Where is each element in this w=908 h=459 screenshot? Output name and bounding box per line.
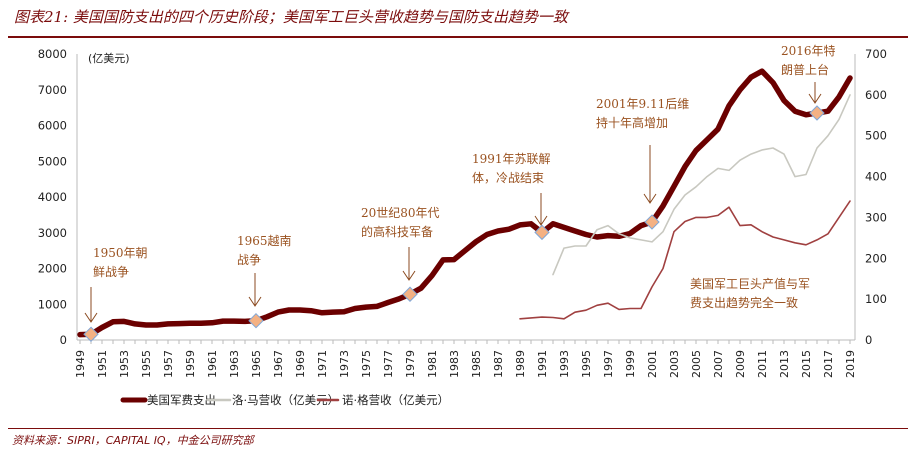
event-marker <box>248 312 264 329</box>
right-tick-label: 300 <box>865 210 887 224</box>
event-marker <box>644 214 660 230</box>
annotation-text: 鲜战争 <box>93 265 129 279</box>
arrow-head <box>534 215 548 226</box>
x-tick-label: 2011 <box>756 350 769 378</box>
annotation-text: 2001年9.11后维 <box>596 97 689 111</box>
arrow-head <box>643 193 657 204</box>
legend-label: 洛·马营收（亿美元） <box>232 393 339 407</box>
x-tick-label: 1967 <box>272 350 285 378</box>
x-tick-label: 2005 <box>690 350 703 378</box>
legend-label: 诺·格营收（亿美元） <box>342 393 449 407</box>
x-tick-label: 2013 <box>778 350 791 378</box>
x-tick-label: 1993 <box>558 350 571 378</box>
annotation-text: 体，冷战结束 <box>472 171 544 185</box>
x-tick-label: 2009 <box>734 350 747 378</box>
x-tick-label: 1973 <box>338 350 351 378</box>
x-tick-label: 1957 <box>162 350 175 378</box>
series-line-2 <box>552 94 851 276</box>
x-tick-label: 1985 <box>470 350 483 378</box>
x-tick-label: 1979 <box>404 350 417 378</box>
left-tick-label: 7000 <box>38 83 67 97</box>
event-marker <box>534 224 550 241</box>
left-tick-label: 3000 <box>38 226 67 240</box>
x-tick-label: 1969 <box>294 350 307 378</box>
right-tick-label: 0 <box>865 333 872 347</box>
right-tick-label: 600 <box>865 88 887 102</box>
left-tick-label: 5000 <box>38 154 67 168</box>
x-tick-label: 2003 <box>668 350 681 378</box>
x-tick-label: 1953 <box>118 350 131 378</box>
x-tick-label: 1971 <box>316 350 329 378</box>
series-line-1 <box>77 68 853 338</box>
source-note: 资料来源：SIPRI，CAPITAL IQ，中金公司研究部 <box>12 434 254 447</box>
annotation-text: 的高科技军备 <box>361 224 433 239</box>
x-tick-label: 1955 <box>140 350 153 378</box>
right-tick-label: 400 <box>865 170 887 184</box>
right-tick-label: 500 <box>865 129 887 143</box>
legend-label: 美国军费支出 <box>147 393 216 407</box>
annotation-text: 朗普上台 <box>781 62 829 77</box>
x-tick-label: 1983 <box>448 350 461 378</box>
x-tick-label: 1977 <box>382 350 395 378</box>
x-tick-label: 1991 <box>536 350 549 378</box>
right-tick-label: 100 <box>865 292 887 306</box>
annotation-text: 战争 <box>237 253 261 267</box>
annotation-text: 20世纪80年代 <box>361 206 440 220</box>
title-divider <box>8 36 908 38</box>
right-tick-label: 700 <box>865 47 887 61</box>
x-tick-label: 1975 <box>360 350 373 378</box>
x-tick-label: 1961 <box>206 350 219 378</box>
x-tick-label: 2017 <box>822 350 835 378</box>
left-tick-label: 4000 <box>38 190 67 204</box>
event-marker <box>83 326 99 342</box>
arrow-head <box>808 93 822 104</box>
left-tick-label: 0 <box>60 333 67 347</box>
annotation-text: 费支出趋势完全一致 <box>690 295 798 310</box>
x-tick-label: 1965 <box>250 350 263 378</box>
left-tick-label: 8000 <box>38 47 67 61</box>
x-tick-label: 1999 <box>624 350 637 378</box>
x-tick-label: 1963 <box>228 350 241 378</box>
x-tick-label: 1987 <box>492 350 505 378</box>
footer-divider <box>8 428 908 429</box>
x-tick-label: 2015 <box>800 350 813 378</box>
arrow-head <box>84 312 98 323</box>
left-axis-unit: (亿美元) <box>88 52 130 65</box>
x-tick-label: 1951 <box>96 350 109 378</box>
x-tick-label: 1981 <box>426 350 439 378</box>
x-tick-label: 1989 <box>514 350 527 378</box>
left-tick-label: 6000 <box>38 119 67 133</box>
x-tick-label: 2007 <box>712 350 725 378</box>
event-marker <box>402 286 418 302</box>
annotation-text: 1965越南 <box>237 233 292 248</box>
left-tick-label: 2000 <box>38 262 67 276</box>
annotation-text: 1950年朝 <box>93 246 148 260</box>
figure-title: 图表21: 美国国防支出的四个历史阶段；美国军工巨头营收趋势与国防支出趋势一致 <box>14 8 568 26</box>
annotation-text: 美国军工巨头产值与军 <box>690 276 810 291</box>
annotation-text: 1991年苏联解 <box>472 152 551 166</box>
x-tick-label: 1949 <box>74 350 87 378</box>
annotation-text: 2016年特 <box>781 43 836 58</box>
annotation-text: 持十年高增加 <box>596 115 668 130</box>
event-marker <box>809 105 825 121</box>
arrow-head <box>248 296 262 307</box>
x-tick-label: 1959 <box>184 350 197 378</box>
left-tick-label: 1000 <box>38 297 67 311</box>
series-line-3 <box>519 200 851 320</box>
x-tick-label: 1997 <box>602 350 615 378</box>
right-tick-label: 200 <box>865 251 887 265</box>
x-tick-label: 2019 <box>844 350 857 378</box>
x-tick-label: 1995 <box>580 350 593 378</box>
x-tick-label: 2001 <box>646 350 659 378</box>
arrow-head <box>402 270 416 281</box>
